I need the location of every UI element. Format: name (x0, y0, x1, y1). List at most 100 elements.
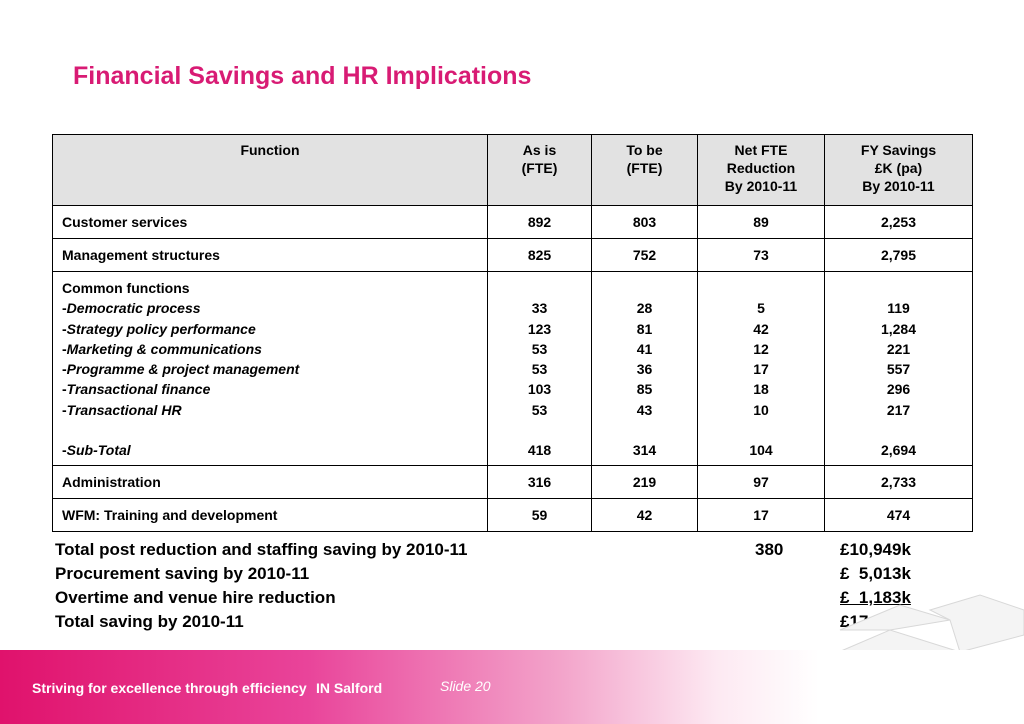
summary-amount: £ 5,013k (840, 564, 911, 583)
table-cell: 17 (697, 497, 825, 532)
table-row: Customer services 892 803 89 2,253 (52, 205, 973, 239)
item-name: Programme & project management (66, 361, 300, 378)
item-line: -Marketing & communications (62, 339, 487, 359)
group-label: Common functions (62, 280, 190, 296)
summary-label: Total saving by 2010-11 (55, 612, 244, 631)
header-cell: As is (FTE) (487, 134, 592, 206)
item-marker: - (62, 401, 67, 418)
blank-line (62, 420, 487, 440)
header-line: By 2010-11 (724, 178, 798, 194)
header-line: Reduction (726, 160, 796, 176)
summary-amount: £ 1,183k (840, 588, 911, 607)
table-cell: WFM: Training and development (52, 497, 488, 532)
item-line: -Transactional HR (62, 400, 487, 420)
summary-amount: £10,949k (840, 540, 911, 559)
blank-line (488, 278, 591, 298)
item-line: 1,284 (880, 320, 917, 337)
item-name: Sub-Total (66, 442, 131, 459)
item-line: 33 (531, 300, 548, 317)
item-line: 53 (531, 401, 548, 418)
header-cell: Net FTE Reduction By 2010-11 (697, 134, 825, 206)
blank-line (592, 278, 697, 298)
item-line: 41 (636, 340, 653, 357)
item-line: 12 (753, 340, 769, 357)
group-cell: Common functions -Democratic process -Stra… (52, 271, 488, 466)
header-line: By 2010-11 (862, 178, 935, 194)
blank-line (698, 278, 824, 298)
table-cell: 2,253 (824, 205, 973, 239)
summary-label: Procurement saving by 2010-11 (55, 564, 310, 583)
item-name: Strategy policy performance (66, 320, 256, 337)
table-cell: Customer services (52, 205, 488, 239)
item-marker: - (62, 442, 67, 459)
header-row: Function As is (FTE) To be (FTE) Net FTE Reduc… (52, 134, 973, 206)
table-cell: 825 (487, 238, 592, 272)
table-row: WFM: Training and development 59 42 17 474 (52, 497, 973, 532)
item-line: 28 (636, 300, 653, 317)
item-line: -Strategy policy performance (62, 319, 487, 339)
item-line: 221 (886, 340, 911, 357)
item-line: 10 (753, 401, 769, 418)
header-line: Net FTE (734, 142, 788, 158)
summary-label: Total post reduction and staffing saving… (55, 540, 468, 559)
slide-number: Slide 20 (440, 678, 491, 694)
item-line: 42 (753, 320, 769, 337)
header-cell: To be (FTE) (591, 134, 698, 206)
item-name: Marketing & communications (66, 340, 262, 357)
item-line: 17 (753, 361, 769, 378)
item-line: -Sub-Total (62, 440, 487, 460)
header-line: FY Savings (860, 142, 937, 158)
table-cell: Administration (52, 464, 488, 499)
table-cell: 97 (697, 464, 825, 499)
item-marker: - (62, 340, 67, 357)
table-cell: 892 (487, 205, 592, 239)
item-line: 85 (636, 381, 653, 398)
header-line: To be (626, 142, 663, 158)
table-cell: 42 (591, 497, 698, 532)
group-row: Common functions -Democratic process -Stra… (52, 271, 973, 466)
header-line: (FTE) (626, 160, 663, 176)
item-line: -Democratic process (62, 298, 487, 318)
blank-line (698, 420, 824, 440)
item-line: 5 (757, 300, 765, 317)
table-cell: 803 (591, 205, 698, 239)
group-cell: 119 1,284 221 557 296 217 2,694 (824, 271, 973, 466)
footer-band: Striving for excellence through efficien… (0, 650, 1024, 724)
item-line: 81 (636, 320, 653, 337)
table-cell: 752 (591, 238, 698, 272)
item-line: 314 (632, 442, 657, 459)
item-name: Transactional finance (66, 381, 211, 398)
item-line: 557 (886, 361, 911, 378)
group-cell: 5 42 12 17 18 10 104 (697, 271, 825, 466)
summary-row: Procurement saving by 2010-11 £ 5,013k (55, 564, 955, 588)
header-line: (FTE) (521, 160, 558, 176)
item-line: 119 (887, 300, 910, 317)
group-cell: 28 81 41 36 85 43 314 (591, 271, 698, 466)
table-cell: 89 (697, 205, 825, 239)
table-cell: 474 (824, 497, 973, 532)
header-cell: FY Savings £K (pa) By 2010-11 (824, 134, 973, 206)
item-marker: - (62, 361, 67, 378)
item-line: 53 (531, 340, 548, 357)
item-line: 2,694 (880, 442, 917, 459)
table-cell: 316 (487, 464, 592, 499)
table-cell: 2,733 (824, 464, 973, 499)
item-line: 36 (636, 361, 653, 378)
item-name: Democratic process (66, 300, 201, 317)
summary-row: Overtime and venue hire reduction £ 1,183… (55, 588, 955, 612)
table-cell: 73 (697, 238, 825, 272)
summary-row: Total post reduction and staffing saving… (55, 540, 955, 564)
header-line: As is (522, 142, 557, 158)
item-line: 418 (527, 442, 552, 459)
item-marker: - (62, 320, 67, 337)
blank-line (592, 420, 697, 440)
item-line: 53 (531, 361, 548, 378)
blank-line (488, 420, 591, 440)
blank-line (825, 420, 972, 440)
table-cell: Management structures (52, 238, 488, 272)
item-line: 296 (886, 381, 911, 398)
item-marker: - (62, 300, 67, 317)
item-line: -Programme & project management (62, 359, 487, 379)
header-cell: Function (52, 134, 488, 206)
